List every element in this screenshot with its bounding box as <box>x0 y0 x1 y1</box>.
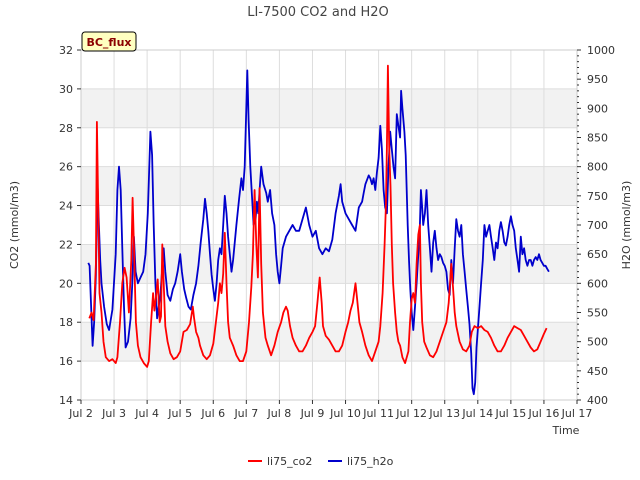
y-right-tick-label-11: 950 <box>587 73 608 86</box>
series-layer <box>87 64 550 396</box>
background-bands <box>81 88 577 362</box>
badge-label: BC_flux <box>86 36 131 49</box>
y-right-tick-label-0: 400 <box>587 394 608 407</box>
x-tick-label-10: Jul 12 <box>395 407 427 420</box>
y-right-tick-label-7: 750 <box>587 190 608 203</box>
chart-title: LI-7500 CO2 and H2O <box>247 5 389 20</box>
y-left-tick-label-2: 18 <box>59 316 73 329</box>
badge-box <box>81 31 137 52</box>
x-tick-label-2: Jul 4 <box>134 407 159 420</box>
x-tick-label-15: Jul 17 <box>561 407 593 420</box>
x-tick-label-1: Jul 3 <box>101 407 126 420</box>
y-axis-right-ticks: 400 450 500 550 600 650 700 750 800 850 900 950 1000 <box>577 44 615 407</box>
background-band-2 <box>81 166 577 206</box>
y-left-tick-label-0: 14 <box>59 394 73 407</box>
x-tick-label-5: Jul 7 <box>233 407 258 420</box>
y-left-tick-label-7: 28 <box>59 122 73 135</box>
y-right-tick-label-10: 900 <box>587 102 608 115</box>
y-right-tick-label-1: 450 <box>587 365 608 378</box>
y-right-tick-label-2: 500 <box>587 336 608 349</box>
y-left-tick-label-4: 22 <box>59 238 73 251</box>
x-tick-label-11: Jul 13 <box>428 407 460 420</box>
y-left-tick-label-1: 16 <box>59 355 73 368</box>
background-band-0 <box>81 322 577 362</box>
x-tick-label-8: Jul 10 <box>329 407 361 420</box>
y-left-tick-label-5: 24 <box>59 200 73 213</box>
legend: li75_co2 li75_h2o <box>248 455 394 468</box>
series-line-li75_h2o <box>87 69 550 396</box>
y-right-tick-label-12: 1000 <box>587 44 615 57</box>
legend-label-co2: li75_co2 <box>267 455 312 468</box>
x-tick-label-14: Jul 16 <box>528 407 560 420</box>
badge: BC_flux <box>81 31 137 52</box>
x-axis-ticks: Jul 2 Jul 3 Jul 4 Jul 5 Jul 6 Jul 7 Jul 8 Jul 9… <box>68 400 592 420</box>
x-tick-label-0: Jul 2 <box>68 407 93 420</box>
series-line-li75_co2 <box>88 64 548 368</box>
y-left-tick-label-3: 20 <box>59 277 73 290</box>
y-right-tick-label-3: 550 <box>587 307 608 320</box>
y-right-tick-label-4: 600 <box>587 277 608 290</box>
x-tick-label-9: Jul 11 <box>362 407 394 420</box>
y-axis-left-ticks: 14 16 18 20 22 24 26 28 30 32 <box>59 44 81 407</box>
background-band-3 <box>81 88 577 128</box>
x-tick-label-13: Jul 15 <box>494 407 526 420</box>
x-axis-title: Time <box>552 424 580 437</box>
y-left-tick-label-6: 26 <box>59 161 73 174</box>
y-right-tick-label-6: 700 <box>587 219 608 232</box>
x-tick-label-7: Jul 9 <box>300 407 325 420</box>
y-left-tick-label-9: 32 <box>59 44 73 57</box>
y-axis-left-title: CO2 (mmol/m3) <box>8 181 21 269</box>
y-right-tick-label-5: 650 <box>587 248 608 261</box>
y-right-tick-label-8: 800 <box>587 161 608 174</box>
y-right-tick-label-9: 850 <box>587 132 608 145</box>
y-axis-right-title: H2O (mmol/m3) <box>620 181 633 270</box>
x-tick-label-12: Jul 14 <box>461 407 493 420</box>
x-tick-label-3: Jul 5 <box>167 407 192 420</box>
x-tick-label-4: Jul 6 <box>200 407 225 420</box>
y-left-tick-label-8: 30 <box>59 83 73 96</box>
x-tick-label-6: Jul 8 <box>267 407 292 420</box>
legend-label-h2o: li75_h2o <box>347 455 394 468</box>
